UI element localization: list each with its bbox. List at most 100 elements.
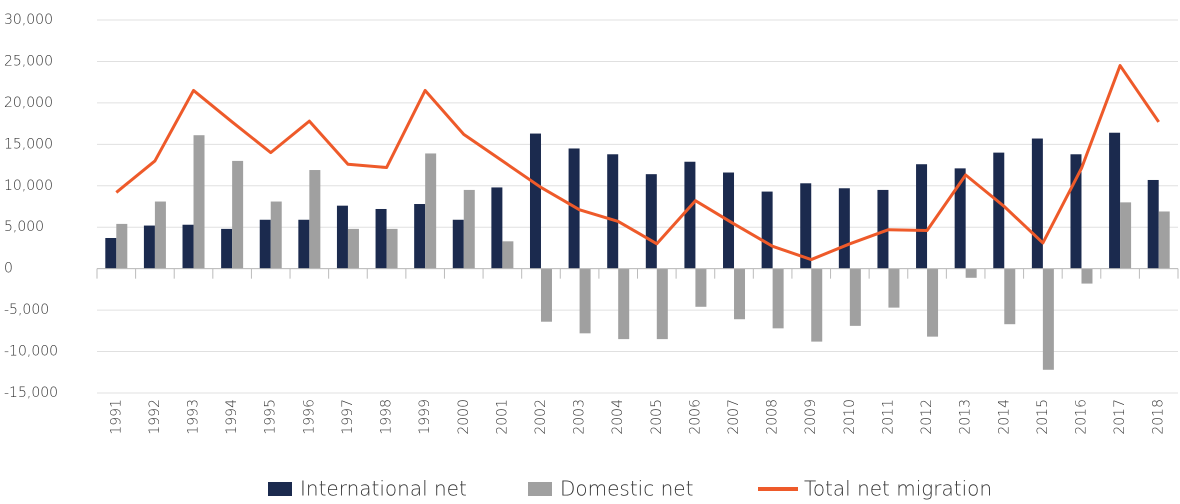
bar	[1042, 268, 1054, 370]
legend-swatch	[528, 482, 552, 496]
y-tick-label: -15,000	[4, 385, 58, 401]
bar	[347, 228, 359, 269]
x-tick-label: 1993	[186, 399, 202, 435]
bar	[645, 174, 657, 269]
bar	[143, 225, 155, 269]
bar	[1158, 211, 1170, 269]
bar	[154, 201, 166, 269]
y-tick-label: 15,000	[4, 136, 53, 152]
y-tick-label: -5,000	[4, 302, 49, 318]
bar	[734, 268, 746, 320]
bar	[386, 228, 398, 269]
bar	[618, 268, 630, 340]
bar	[916, 164, 928, 269]
x-tick-label: 2007	[726, 399, 742, 435]
x-tick-label: 2006	[687, 399, 703, 435]
bar	[849, 268, 861, 326]
y-tick-label: -10,000	[4, 344, 58, 360]
x-tick-label: 2004	[610, 399, 626, 435]
y-tick-label: 0	[4, 261, 13, 277]
legend-label: International net	[300, 477, 467, 501]
bar	[336, 205, 348, 269]
bar	[579, 268, 591, 334]
bar	[270, 201, 282, 269]
bar	[259, 219, 271, 269]
x-tick-label: 1999	[417, 399, 433, 435]
bar	[232, 160, 244, 269]
bar	[877, 189, 889, 269]
bar	[1070, 154, 1082, 269]
bar	[491, 187, 503, 269]
bar	[414, 204, 426, 269]
x-tick-label: 2002	[533, 399, 549, 435]
bar	[452, 219, 464, 269]
x-tick-label: 2011	[880, 399, 896, 435]
x-tick-label: 1995	[263, 399, 279, 435]
x-tick-label: 1998	[379, 399, 395, 435]
bar	[927, 268, 939, 337]
y-tick-label: 10,000	[4, 178, 53, 194]
bar	[684, 161, 696, 269]
x-tick-label: 2014	[996, 399, 1012, 435]
x-tick-label: 2008	[765, 399, 781, 435]
bar	[954, 168, 966, 269]
bar	[221, 228, 233, 269]
bar	[993, 152, 1005, 269]
bar	[1004, 268, 1016, 325]
bar	[116, 223, 128, 269]
x-tick-label: 2003	[572, 399, 588, 435]
bar	[529, 133, 541, 269]
bar	[800, 183, 812, 269]
x-tick-label: 2012	[919, 399, 935, 435]
bar	[540, 268, 552, 322]
legend-swatch	[268, 482, 292, 496]
x-tick-label: 2016	[1073, 399, 1089, 435]
bar	[761, 191, 773, 269]
bar	[309, 170, 321, 269]
x-tick-label: 1996	[301, 399, 317, 435]
bar	[568, 148, 580, 269]
x-tick-label: 1991	[108, 399, 124, 435]
legend-label: Total net migration	[804, 477, 992, 501]
bar	[1147, 179, 1159, 269]
bar	[811, 268, 823, 342]
line	[115, 64, 1160, 262]
bar	[695, 268, 707, 307]
bar	[182, 224, 194, 269]
bar	[1109, 132, 1121, 269]
bar	[105, 237, 117, 269]
legend-label: Domestic net	[560, 477, 693, 501]
y-tick-label: 30,000	[4, 12, 53, 28]
bar	[193, 135, 205, 269]
x-tick-label: 2017	[1112, 399, 1128, 435]
x-tick-label: 2001	[494, 399, 510, 435]
y-tick-label: 20,000	[4, 95, 53, 111]
x-tick-label: 1997	[340, 399, 356, 435]
x-tick-label: 2013	[958, 399, 974, 435]
bar	[607, 154, 619, 269]
bar	[502, 241, 514, 269]
bar	[375, 208, 387, 269]
y-tick-label: 25,000	[4, 53, 53, 69]
bar	[463, 189, 475, 269]
x-tick-label: 2005	[649, 399, 665, 435]
x-tick-label: 2009	[803, 399, 819, 435]
x-tick-label: 2000	[456, 399, 472, 435]
x-tick-label: 2015	[1035, 399, 1051, 435]
x-tick-label: 2010	[842, 399, 858, 435]
bar	[1120, 202, 1132, 269]
y-tick-label: 5,000	[4, 219, 44, 235]
bar	[772, 268, 784, 329]
bar	[298, 219, 310, 269]
x-tick-label: 1992	[147, 399, 163, 435]
x-tick-label: 1994	[224, 399, 240, 435]
x-tick-label: 2018	[1151, 399, 1167, 435]
bar	[1031, 138, 1043, 269]
bar	[1081, 268, 1093, 284]
bar	[888, 268, 900, 308]
bar	[656, 268, 668, 340]
bar	[965, 268, 977, 278]
bar	[425, 153, 437, 269]
bar	[838, 188, 850, 269]
